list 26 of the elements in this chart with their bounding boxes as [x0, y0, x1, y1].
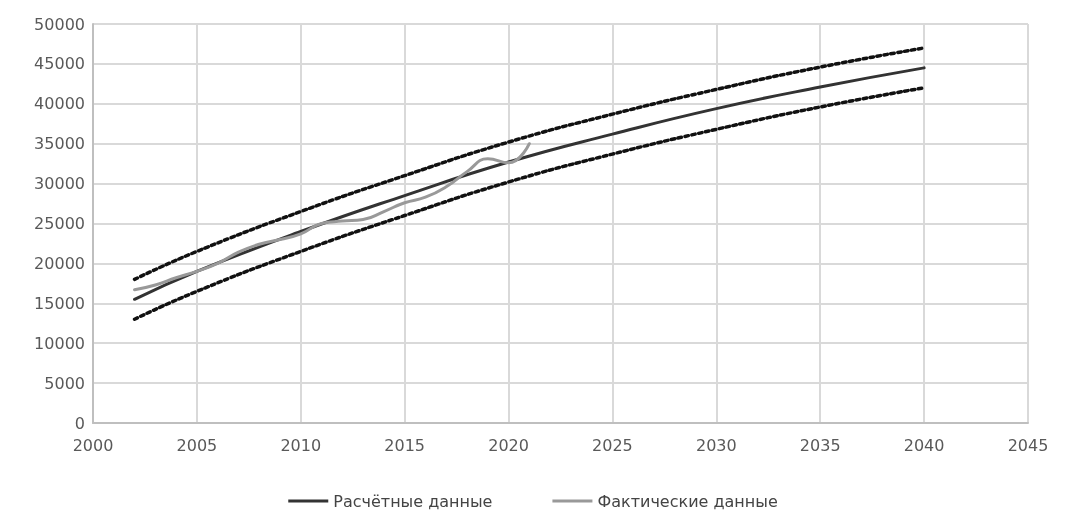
y-tick-label: 5000: [44, 373, 85, 393]
y-tick-label: 45000: [34, 54, 85, 74]
x-tick-label: 2005: [176, 435, 218, 455]
y-tick-label: 10000: [34, 333, 85, 353]
x-tick-label: 2030: [695, 435, 737, 455]
x-tick-label: 2045: [1007, 435, 1049, 455]
legend-label: Фактические данные: [597, 491, 778, 511]
line-series: [132, 86, 926, 322]
legend-label: Расчётные данные: [333, 491, 493, 511]
x-tick-label: 2040: [903, 435, 945, 455]
y-tick-label: 40000: [34, 94, 85, 114]
y-tick-label: 0: [74, 413, 85, 433]
x-tick-label: 2025: [592, 435, 633, 455]
x-tick-label: 2010: [280, 435, 322, 455]
x-tick-label: 2015: [384, 435, 426, 455]
y-tick-label: 35000: [34, 134, 85, 154]
y-tick-label: 20000: [34, 253, 85, 273]
y-tick-label: 25000: [34, 214, 85, 233]
y-tick-label: 30000: [34, 174, 85, 194]
line-series: [133, 142, 531, 292]
y-tick-label: 15000: [34, 293, 85, 313]
x-tick-label: 2020: [488, 435, 529, 455]
y-tick-label: 50000: [34, 14, 85, 34]
line-series: [132, 46, 926, 282]
x-tick-label: 2000: [72, 435, 114, 455]
x-tick-label: 2035: [799, 435, 841, 455]
